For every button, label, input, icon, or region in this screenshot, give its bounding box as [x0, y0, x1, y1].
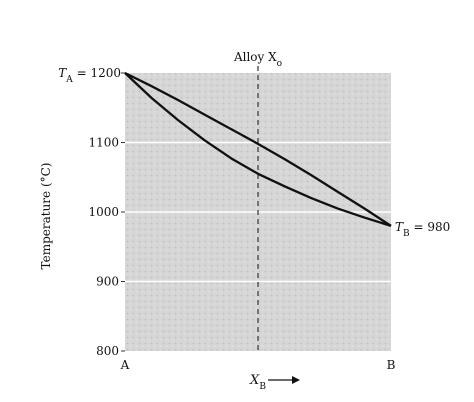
y-tick-label-1200: TA = 1200: [58, 66, 121, 85]
y-axis-label: Temperature (°C): [39, 163, 53, 270]
x-axis-label: XB: [249, 373, 266, 392]
x-tick-label-B: B: [387, 358, 396, 372]
right-endpoint-label: TB = 980: [395, 220, 450, 239]
phase-curve-2: [124, 72, 392, 227]
y-tick-label-900: 900: [96, 275, 119, 289]
alloy-line-group: Alloy Xo: [233, 50, 282, 351]
y-tick-label-1100: 1100: [88, 136, 119, 150]
phase-curve-1: [124, 71, 392, 227]
x-axis-arrow-head: [292, 376, 300, 384]
y-tick-label-1000: 1000: [88, 205, 119, 219]
y-tick-label-800: 800: [96, 344, 119, 358]
y-axis-ticks: 800 900 1000 1100 TA = 1200: [58, 66, 125, 358]
alloy-label: Alloy Xo: [233, 50, 282, 69]
phase-curves: [124, 71, 392, 227]
chart-labels: TB = 980 XB Temperature (°C): [39, 163, 450, 392]
x-tick-label-A: A: [120, 358, 130, 372]
